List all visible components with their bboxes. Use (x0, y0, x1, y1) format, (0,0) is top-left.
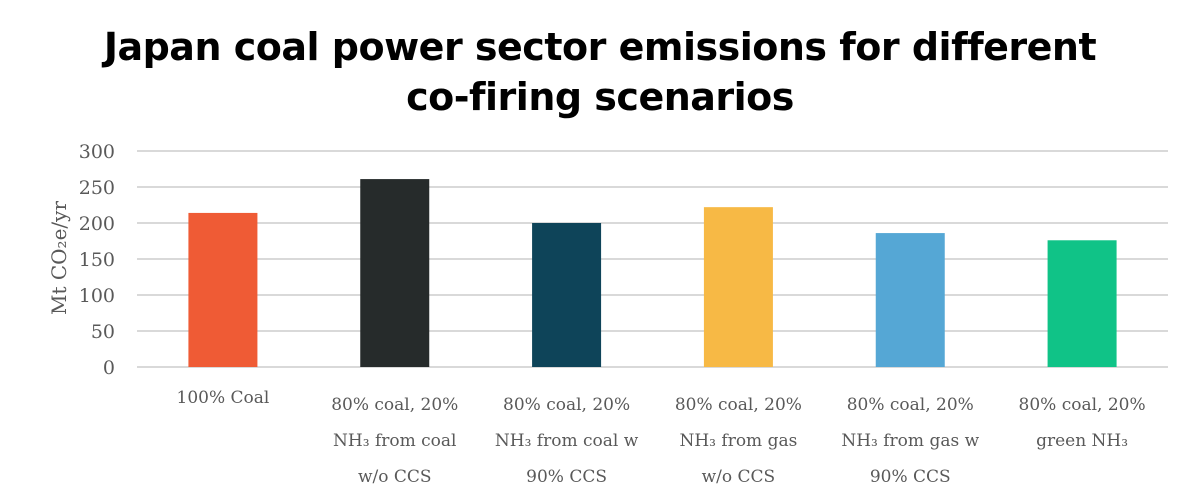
bars (188, 179, 1117, 367)
y-tick-label: 50 (91, 321, 115, 343)
y-tick-label: 150 (79, 249, 115, 271)
x-category-label: 90% CCS (870, 467, 951, 487)
bar (1047, 240, 1117, 367)
x-category-label: w/o CCS (702, 467, 776, 487)
y-axis-ticks: 0 50 100 150 200 250 300 (79, 141, 115, 379)
chart-title-line-2: co-firing scenarios (406, 75, 794, 119)
x-category-label: NH₃ from gas (679, 431, 797, 451)
y-tick-label: 250 (79, 177, 115, 199)
bar (532, 223, 602, 367)
bar (188, 212, 258, 367)
y-tick-label: 100 (79, 285, 115, 307)
x-category-label: w/o CCS (358, 467, 432, 487)
bar (703, 207, 773, 367)
x-category-label: NH₃ from coal (333, 431, 456, 451)
y-tick-label: 0 (103, 357, 115, 379)
x-category-label: green NH₃ (1036, 431, 1128, 451)
x-category-label: 80% coal, 20% (503, 395, 630, 415)
chart-title: Japan coal power sector emissions for di… (0, 22, 1200, 122)
bar (875, 233, 945, 367)
gridlines (137, 150, 1168, 368)
x-category-label: 80% coal, 20% (1019, 395, 1146, 415)
bar (360, 179, 430, 367)
x-axis-categories: 100% Coal 80% coal, 20% NH₃ from coal w/o C… (177, 388, 1146, 487)
y-tick-label: 200 (79, 213, 115, 235)
chart-title-line-1: Japan coal power sector emissions for di… (103, 25, 1097, 69)
x-category-label: NH₃ from coal w (495, 431, 639, 451)
x-category-label: 80% coal, 20% (847, 395, 974, 415)
x-category-label: 90% CCS (526, 467, 607, 487)
y-axis-label: Mt CO₂e/yr (47, 201, 71, 315)
y-tick-label: 300 (79, 141, 115, 163)
x-category-label: NH₃ from gas w (841, 431, 979, 451)
x-category-label: 100% Coal (177, 388, 270, 408)
x-category-label: 80% coal, 20% (675, 395, 802, 415)
x-category-label: 80% coal, 20% (331, 395, 458, 415)
